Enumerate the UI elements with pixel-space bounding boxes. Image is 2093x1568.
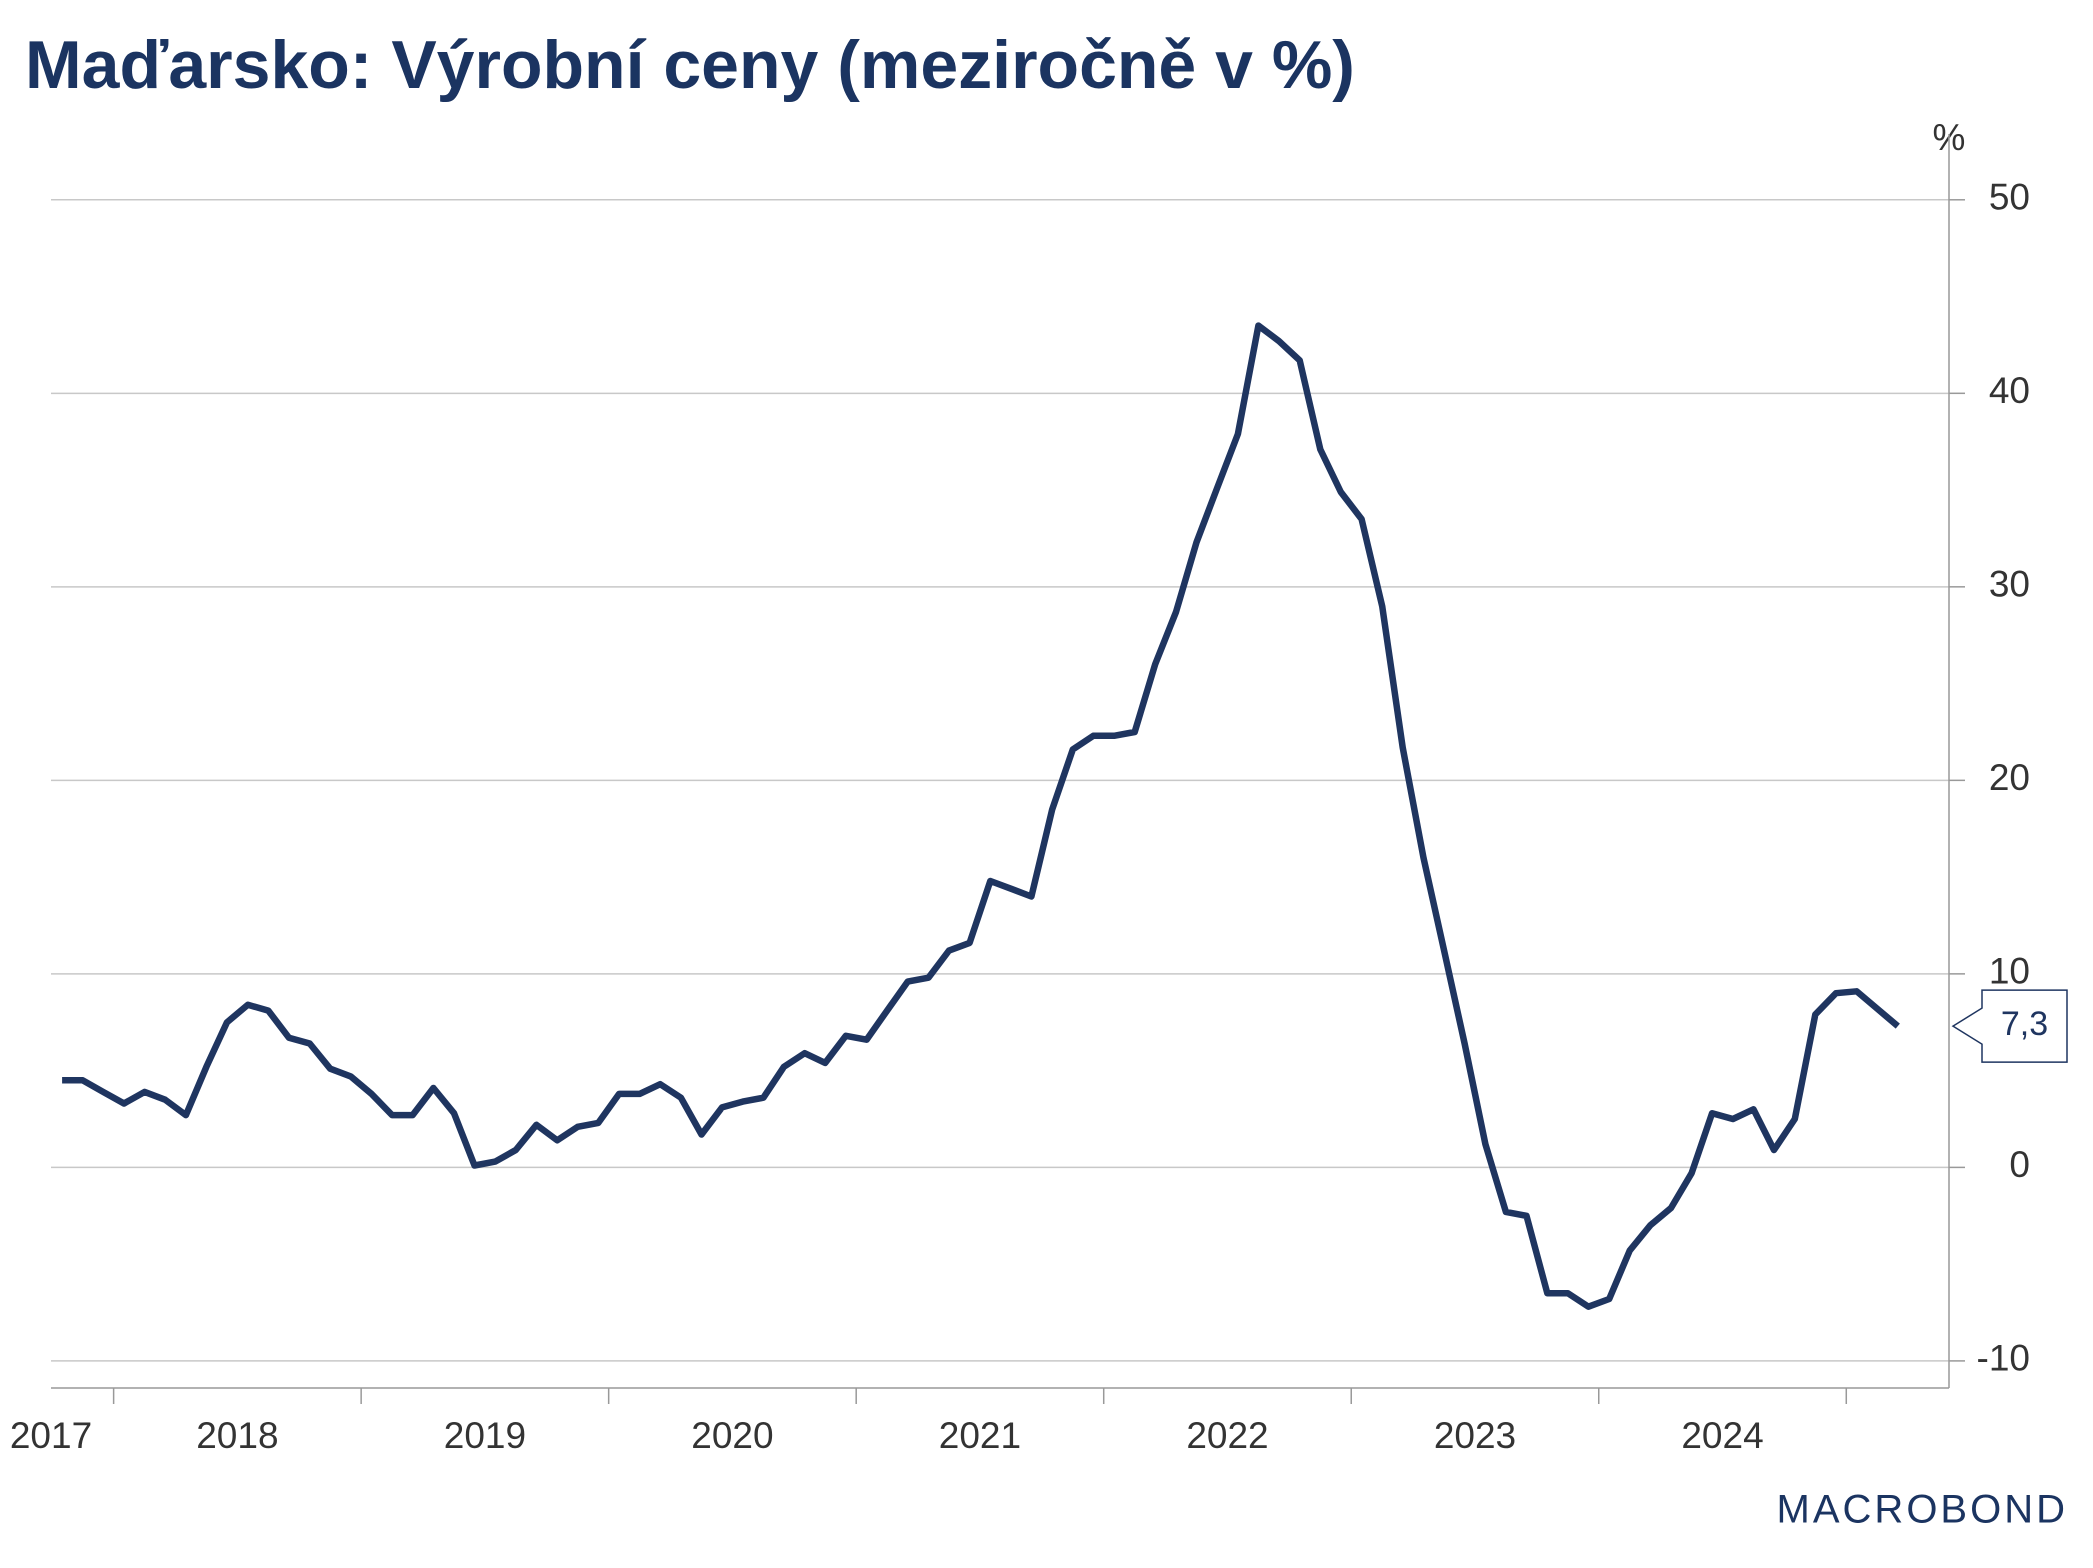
value-label: 7,3 [2001,1005,2048,1043]
value-label-box [1951,989,2068,1063]
x-tick-label: 2024 [1681,1415,1763,1456]
x-tick-label: 2022 [1186,1415,1268,1456]
y-tick-label: 20 [1989,757,2030,798]
x-tick-label: 2020 [691,1415,773,1456]
y-tick-label: -10 [1977,1338,2030,1379]
chart-title: Maďarsko: Výrobní ceny (meziročně v %) [25,27,1355,103]
data-line [62,322,1900,1310]
logo: MACROBOND [1777,1488,2068,1532]
y-tick-label: 40 [1989,370,2030,411]
y-tick-label: 10 [1989,951,2030,992]
y-tick-label: 50 [1989,177,2030,218]
x-tick-label: 2019 [444,1415,526,1456]
x-tick-label: 2018 [196,1415,278,1456]
x-tick-label: 2023 [1434,1415,1516,1456]
x-tick-label: 2017 [10,1415,92,1456]
y-tick-label: 30 [1989,564,2030,605]
x-tick-label: 2021 [939,1415,1021,1456]
y-tick-label: 0 [2009,1144,2030,1185]
